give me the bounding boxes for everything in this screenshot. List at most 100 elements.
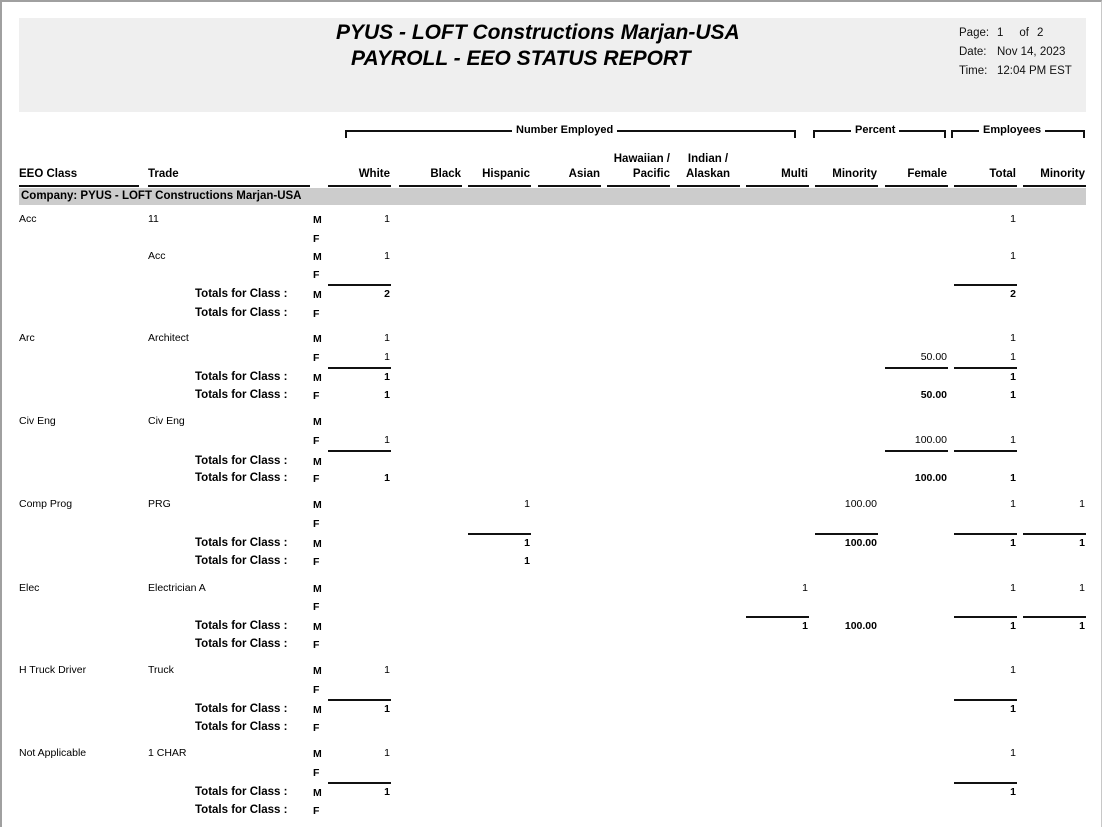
header-underline [468, 185, 531, 187]
page-total: 2 [1037, 27, 1044, 39]
female-row-marker: F [313, 601, 320, 613]
white-value: 2 [384, 288, 390, 300]
date-value: Nov 14, 2023 [997, 46, 1066, 58]
emp-total-value: 1 [1010, 620, 1016, 632]
male-row-marker: M [313, 289, 322, 301]
subtotal-rule [815, 533, 878, 535]
header-underline [538, 185, 601, 187]
multi-value: 1 [802, 620, 808, 632]
company-group-header: Company: PYUS - LOFT Constructions Marja… [19, 188, 1086, 205]
totals-for-class-label: Totals for Class : [195, 721, 288, 733]
col-pct-minority: Minority [832, 168, 877, 180]
subtotal-rule [746, 616, 809, 618]
male-row-marker: M [313, 787, 322, 799]
subtotal-rule [328, 450, 391, 452]
subtotal-rule [1023, 533, 1086, 535]
male-row-marker: M [313, 333, 322, 345]
male-row-marker: M [313, 748, 322, 760]
col-hawaiian-line1: Hawaiian / [613, 153, 670, 165]
trade-cell: Civ Eng [148, 415, 185, 427]
trade-cell: Acc [148, 250, 166, 262]
header-underline [815, 185, 878, 187]
female-row-marker: F [313, 308, 320, 320]
totals-for-class-label: Totals for Class : [195, 786, 288, 798]
col-indian: Indian / Alaskan [677, 152, 739, 182]
white-value: 1 [384, 786, 390, 798]
emp-total-value: 1 [1010, 351, 1016, 363]
col-pct-female: Female [907, 168, 947, 180]
eeo-class-cell: Comp Prog [19, 498, 73, 510]
eeo-class-cell: Arc [19, 332, 35, 344]
pct-minority-value: 100.00 [844, 537, 877, 549]
subtotal-rule [954, 616, 1017, 618]
emp-total-value: 1 [1010, 213, 1016, 225]
female-row-marker: F [313, 556, 320, 568]
eeo-class-cell: Not Applicable [19, 747, 87, 759]
male-row-marker: M [313, 621, 322, 633]
trade-cell: Electrician A [148, 582, 206, 594]
male-row-marker: M [313, 372, 322, 384]
totals-for-class-label: Totals for Class : [195, 703, 288, 715]
female-row-marker: F [313, 390, 320, 402]
subtotal-rule [885, 367, 948, 369]
white-value: 1 [384, 213, 390, 225]
emp-total-value: 1 [1010, 371, 1016, 383]
female-row-marker: F [313, 518, 320, 530]
header-underline [1023, 185, 1086, 187]
female-row-marker: F [313, 722, 320, 734]
header-underline [399, 185, 462, 187]
female-row-marker: F [313, 684, 320, 696]
male-row-marker: M [313, 704, 322, 716]
eeo-class-cell: Civ Eng [19, 415, 56, 427]
pct-female-value: 100.00 [914, 472, 947, 484]
col-emp-total: Total [989, 168, 1016, 180]
pct-minority-value: 100.00 [844, 498, 877, 510]
report-date: Date: Nov 14, 2023 [959, 46, 1065, 58]
totals-for-class-label: Totals for Class : [195, 804, 288, 816]
subtotal-rule [468, 533, 531, 535]
white-value: 1 [384, 332, 390, 344]
totals-for-class-label: Totals for Class : [195, 472, 288, 484]
subtotal-rule [885, 450, 948, 452]
col-multi: Multi [781, 168, 808, 180]
page-label: Page: [959, 27, 990, 39]
col-asian: Asian [568, 168, 600, 180]
eeo-class-cell: H Truck Driver [19, 664, 87, 676]
white-value: 1 [384, 434, 390, 446]
header-underline [677, 185, 740, 187]
female-row-marker: F [313, 805, 320, 817]
emp-minority-value: 1 [1079, 582, 1085, 594]
emp-total-value: 1 [1010, 472, 1016, 484]
emp-minority-value: 1 [1079, 620, 1085, 632]
white-value: 1 [384, 371, 390, 383]
male-row-marker: M [313, 499, 322, 511]
subtotal-rule [954, 367, 1017, 369]
subtotal-rule [328, 782, 391, 784]
emp-total-value: 1 [1010, 434, 1016, 446]
report-company-title: PYUS - LOFT Constructions Marjan-USA [336, 21, 740, 44]
female-row-marker: F [313, 352, 320, 364]
emp-total-value: 1 [1010, 786, 1016, 798]
white-value: 1 [384, 250, 390, 262]
emp-total-value: 1 [1010, 498, 1016, 510]
female-row-marker: F [313, 639, 320, 651]
col-indian-line1: Indian / [687, 153, 729, 165]
eeo-class-cell: Acc [19, 213, 37, 225]
male-row-marker: M [313, 456, 322, 468]
emp-total-value: 1 [1010, 582, 1016, 594]
subtotal-rule [328, 367, 391, 369]
col-emp-minority: Minority [1040, 168, 1085, 180]
hispanic-value: 1 [524, 498, 530, 510]
emp-total-value: 1 [1010, 537, 1016, 549]
totals-for-class-label: Totals for Class : [195, 389, 288, 401]
pct-female-value: 100.00 [914, 434, 947, 446]
female-row-marker: F [313, 473, 320, 485]
male-row-marker: M [313, 538, 322, 550]
hispanic-value: 1 [524, 537, 530, 549]
female-row-marker: F [313, 767, 320, 779]
subtotal-rule [954, 782, 1017, 784]
subtotal-rule [1023, 616, 1086, 618]
white-value: 1 [384, 351, 390, 363]
col-indian-line2: Alaskan [685, 168, 731, 180]
trade-cell: Truck [148, 664, 174, 676]
